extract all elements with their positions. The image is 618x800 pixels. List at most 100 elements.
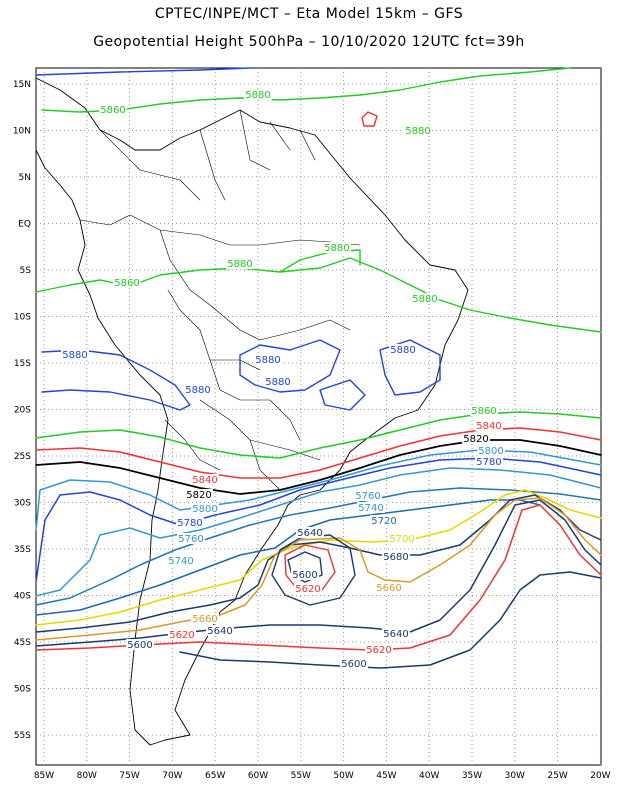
contour-label-bg xyxy=(99,104,127,115)
contour-label-bg xyxy=(185,489,213,500)
contour-label-bg xyxy=(294,583,322,594)
contour-label: 5820 xyxy=(186,490,211,501)
contour-label: 5880 xyxy=(265,377,290,388)
contour-5880-a xyxy=(41,349,191,411)
contour-label: 5800 xyxy=(192,504,217,515)
lat-tick-label: 35S xyxy=(14,545,31,555)
coastline xyxy=(35,77,469,746)
contour-label: 5860 xyxy=(471,406,496,417)
contour-low-5620 xyxy=(284,544,336,591)
contour-label: 5880 xyxy=(412,294,437,305)
contour-5700 xyxy=(35,489,602,626)
contour-label: 5860 xyxy=(100,105,125,116)
contour-labels: 5860588058805880588058605880586058605880… xyxy=(61,89,505,670)
contour-5800 xyxy=(35,449,602,531)
lat-tick-label: EQ xyxy=(18,220,31,230)
lon-tick-label: 50W xyxy=(333,771,353,781)
contour-label-bg xyxy=(291,569,319,580)
contour-label: 5880 xyxy=(245,90,270,101)
contour-label: 5600 xyxy=(292,570,317,581)
lon-tick-label: 85W xyxy=(34,771,54,781)
map-frame xyxy=(35,67,602,766)
contour-label-bg xyxy=(404,125,432,136)
contour-label-bg xyxy=(206,625,234,636)
contour-label: 5760 xyxy=(355,491,380,502)
contour-label: 5780 xyxy=(177,518,202,529)
lat-tick-label: 50S xyxy=(14,685,31,695)
contour-label: 5620 xyxy=(169,630,194,641)
contour-label-bg xyxy=(226,258,254,269)
contour-label: 5620 xyxy=(366,645,391,656)
contour-label: 5800 xyxy=(478,446,503,457)
contour-label: 5620 xyxy=(295,584,320,595)
contour-label: 5640 xyxy=(383,629,408,640)
contour-label: 5880 xyxy=(185,385,210,396)
contour-label-bg xyxy=(470,405,498,416)
contour-label-bg xyxy=(168,629,196,640)
map-title-line1: CPTEC/INPE/MCT – Eta Model 15km – GFS xyxy=(154,6,464,22)
contour-label: 5660 xyxy=(192,614,217,625)
lat-tick-label: 5N xyxy=(19,173,31,183)
lon-tick-label: 20W xyxy=(590,771,610,781)
contour-label-bg xyxy=(264,376,292,387)
contour-label: 5600 xyxy=(341,659,366,670)
contour-label: 5700 xyxy=(389,534,414,545)
lon-tick-label: 45W xyxy=(376,771,396,781)
contour-label: 5640 xyxy=(207,626,232,637)
contour-5880-c xyxy=(379,339,441,396)
contour-label: 5880 xyxy=(255,355,280,366)
contour-label-bg xyxy=(375,582,403,593)
contour-5840 xyxy=(35,427,602,479)
contour-5880-b xyxy=(239,339,341,393)
contour-label-bg xyxy=(365,644,393,655)
contour-5880-loop xyxy=(361,111,378,127)
country-borders xyxy=(79,109,361,491)
contour-5860 xyxy=(35,411,602,459)
contour-5780 xyxy=(35,457,602,583)
lat-tick-label: 15N xyxy=(13,80,31,90)
contour-5820 xyxy=(35,439,602,495)
lat-tick-label: 15S xyxy=(14,359,31,369)
contour-label: 5840 xyxy=(476,421,501,432)
contour-label-bg xyxy=(167,555,195,566)
contour-5760 xyxy=(35,467,602,597)
contour-label-bg xyxy=(340,658,368,669)
contour-label: 5880 xyxy=(405,126,430,137)
contour-label: 5820 xyxy=(463,434,488,445)
contour-label-bg xyxy=(191,474,219,485)
lat-tick-label: 10N xyxy=(13,127,31,137)
contour-5880-d xyxy=(319,379,366,411)
contour-label-bg xyxy=(462,433,490,444)
lat-tick-label: 5S xyxy=(20,266,32,276)
contour-label: 5860 xyxy=(114,278,139,289)
contour-label-bg xyxy=(184,384,212,395)
contour-label-bg xyxy=(388,533,416,544)
lat-tick-label: 45S xyxy=(14,638,31,648)
contour-label-bg xyxy=(244,89,272,100)
lon-tick-label: 75W xyxy=(119,771,139,781)
contour-label-bg xyxy=(113,277,141,288)
contour-label: 5760 xyxy=(178,534,203,545)
lat-tick-label: 10S xyxy=(14,313,31,323)
contour-label-bg xyxy=(177,533,205,544)
lat-tick-label: 25S xyxy=(14,452,31,462)
contour-label: 5680 xyxy=(383,552,408,563)
contour-label-bg xyxy=(176,517,204,528)
lon-tick-label: 25W xyxy=(547,771,567,781)
contour-label-bg xyxy=(323,242,351,253)
contour-label-bg xyxy=(382,628,410,639)
contour-label-bg xyxy=(254,354,282,365)
contour-5620 xyxy=(35,504,602,651)
lat-tick-label: 20S xyxy=(14,406,31,416)
lon-tick-label: 70W xyxy=(162,771,182,781)
contour-label-bg xyxy=(475,456,503,467)
contour-label: 5740 xyxy=(358,503,383,514)
contour-label: 5600 xyxy=(127,640,152,651)
lon-tick-label: 30W xyxy=(505,771,525,781)
contour-label: 5640 xyxy=(297,528,322,539)
contour-label-bg xyxy=(191,613,219,624)
axis-ticks: 15N 10N 5N EQ 5S 10S 15S 20S 25S 30S 35S 40S 45S 50S 5… xyxy=(13,80,611,781)
lat-tick-label: 55S xyxy=(14,731,31,741)
contour-label: 5720 xyxy=(371,516,396,527)
contour-label: 5740 xyxy=(168,556,193,567)
